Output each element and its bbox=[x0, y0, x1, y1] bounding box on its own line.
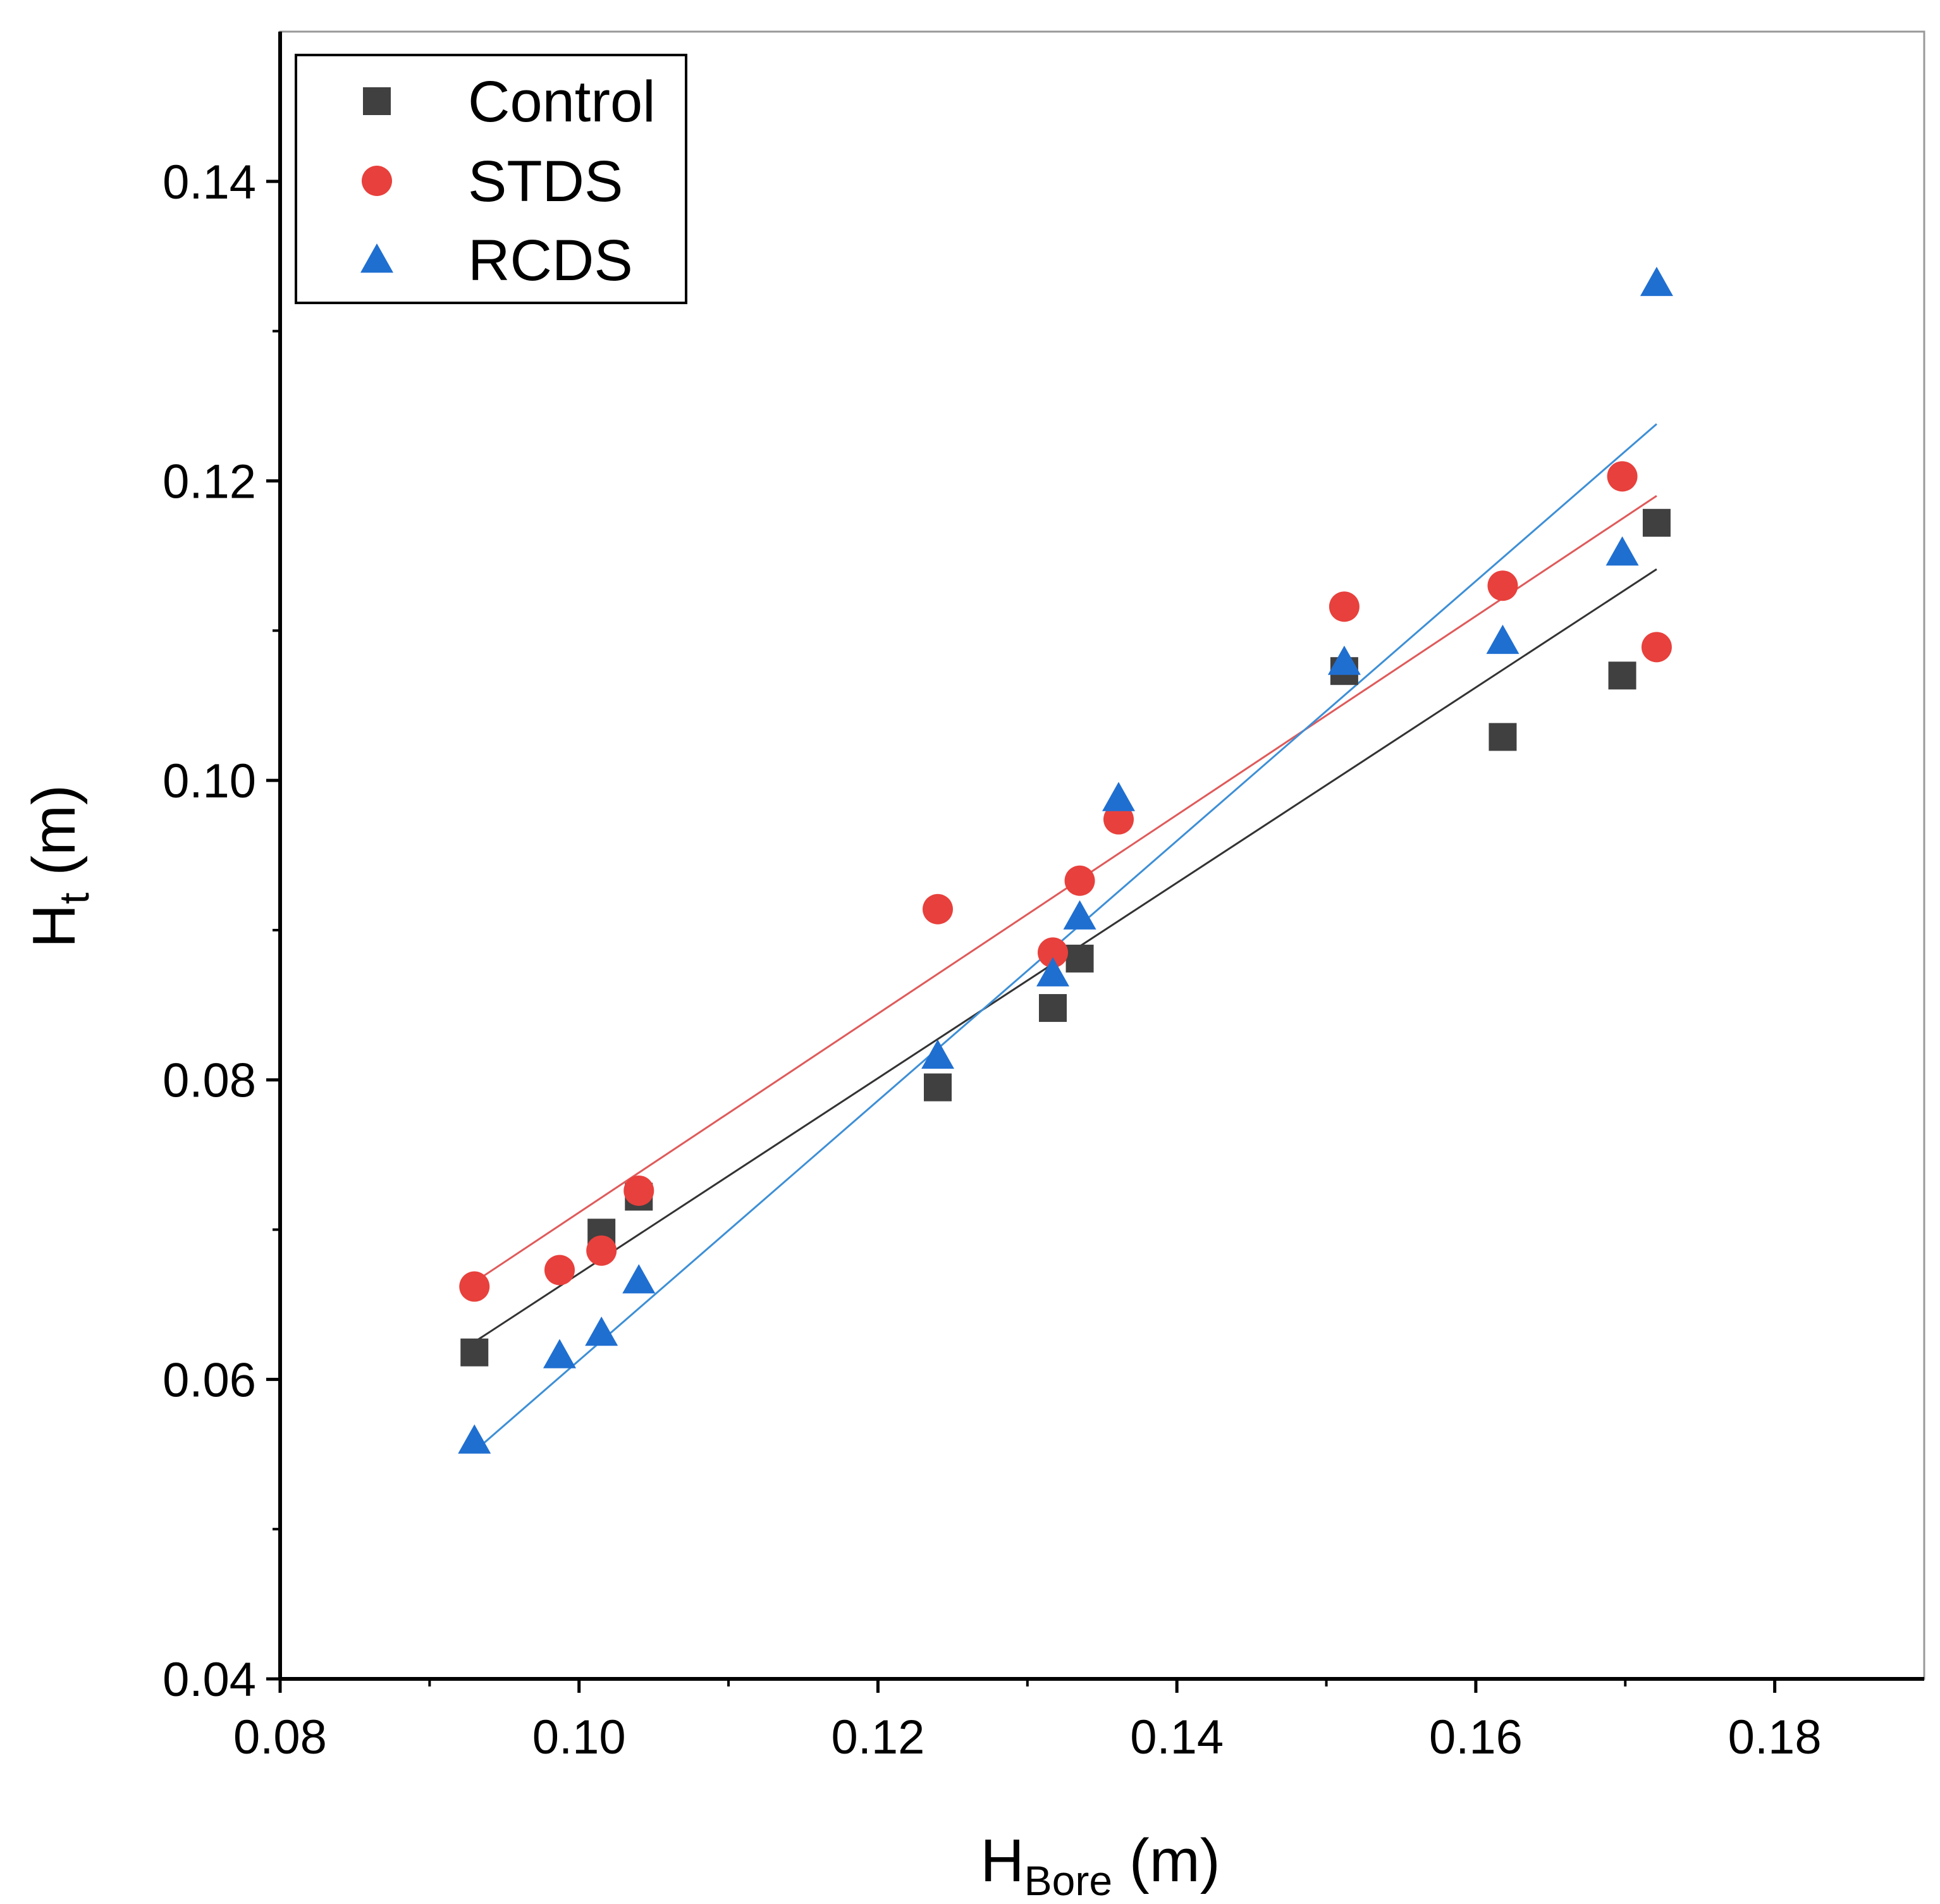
point-stds bbox=[586, 1235, 617, 1266]
x-tick-label: 0.10 bbox=[532, 1711, 626, 1764]
y-tick-label: 0.14 bbox=[163, 156, 256, 209]
point-control bbox=[1608, 661, 1636, 690]
point-rcds bbox=[1036, 957, 1069, 986]
y-axis-title-unit: (m) bbox=[20, 785, 88, 893]
x-tick-label: 0.14 bbox=[1130, 1711, 1224, 1764]
x-tick-label: 0.16 bbox=[1429, 1711, 1523, 1764]
point-stds bbox=[623, 1175, 654, 1206]
x-axis-title-unit: (m) bbox=[1112, 1827, 1220, 1895]
point-control bbox=[924, 1073, 952, 1102]
point-stds bbox=[544, 1255, 575, 1286]
y-axis-title-sub: t bbox=[51, 892, 97, 904]
fit-line-rcds bbox=[474, 423, 1657, 1453]
x-ticks: 0.08 0.10 0.12 0.14 0.16 0.18 bbox=[233, 1679, 1822, 1764]
data-points bbox=[458, 266, 1673, 1454]
y-tick-label: 0.04 bbox=[163, 1653, 256, 1707]
point-rcds bbox=[1605, 536, 1639, 566]
point-rcds bbox=[921, 1039, 954, 1069]
point-stds bbox=[923, 894, 953, 924]
y-tick-label: 0.06 bbox=[163, 1353, 256, 1407]
point-stds bbox=[1641, 632, 1672, 663]
y-axis-title-main: H bbox=[20, 904, 88, 948]
y-ticks: 0.04 0.06 0.08 0.10 0.12 0.14 bbox=[163, 156, 280, 1707]
point-stds bbox=[459, 1271, 490, 1302]
legend-label-rcds: RCDS bbox=[468, 228, 633, 293]
point-rcds bbox=[543, 1339, 576, 1368]
point-control bbox=[1642, 508, 1671, 537]
legend-box bbox=[295, 54, 687, 304]
y-tick-label: 0.12 bbox=[163, 455, 256, 508]
x-tick-label: 0.18 bbox=[1728, 1711, 1822, 1764]
point-rcds bbox=[458, 1424, 491, 1454]
legend-label-control: Control bbox=[468, 70, 656, 134]
legend-marker-control bbox=[363, 87, 391, 115]
point-rcds bbox=[1327, 646, 1361, 675]
point-rcds bbox=[1486, 624, 1519, 654]
y-tick-label: 0.10 bbox=[163, 754, 256, 808]
y-axis-title: Ht (m) bbox=[20, 785, 97, 948]
x-tick-label: 0.08 bbox=[233, 1711, 327, 1764]
legend-markers bbox=[360, 87, 393, 273]
legend-label-stds: STDS bbox=[468, 149, 623, 214]
x-axis-title: HBore (m) bbox=[980, 1827, 1220, 1904]
point-control bbox=[1489, 723, 1517, 751]
fit-line-stds bbox=[474, 494, 1657, 1283]
point-rcds bbox=[1063, 900, 1096, 930]
point-control bbox=[1065, 944, 1094, 973]
legend: Control STDS RCDS bbox=[295, 54, 687, 304]
x-axis-title-sub: Bore bbox=[1024, 1857, 1112, 1904]
point-control bbox=[460, 1338, 489, 1367]
point-rcds bbox=[1102, 782, 1135, 811]
point-stds bbox=[1487, 570, 1518, 601]
point-rcds bbox=[1640, 266, 1673, 297]
point-stds bbox=[1329, 591, 1360, 622]
point-control bbox=[1039, 994, 1067, 1023]
point-rcds bbox=[585, 1316, 618, 1346]
point-stds bbox=[1103, 804, 1134, 835]
point-stds bbox=[1064, 865, 1095, 896]
y-tick-label: 0.08 bbox=[163, 1054, 256, 1108]
legend-marker-rcds bbox=[360, 243, 393, 273]
point-stds bbox=[1038, 937, 1068, 968]
x-tick-label: 0.12 bbox=[831, 1711, 924, 1764]
point-rcds bbox=[622, 1264, 656, 1294]
legend-marker-stds bbox=[362, 166, 392, 196]
point-stds bbox=[1607, 461, 1638, 492]
x-axis-title-main: H bbox=[980, 1827, 1024, 1895]
